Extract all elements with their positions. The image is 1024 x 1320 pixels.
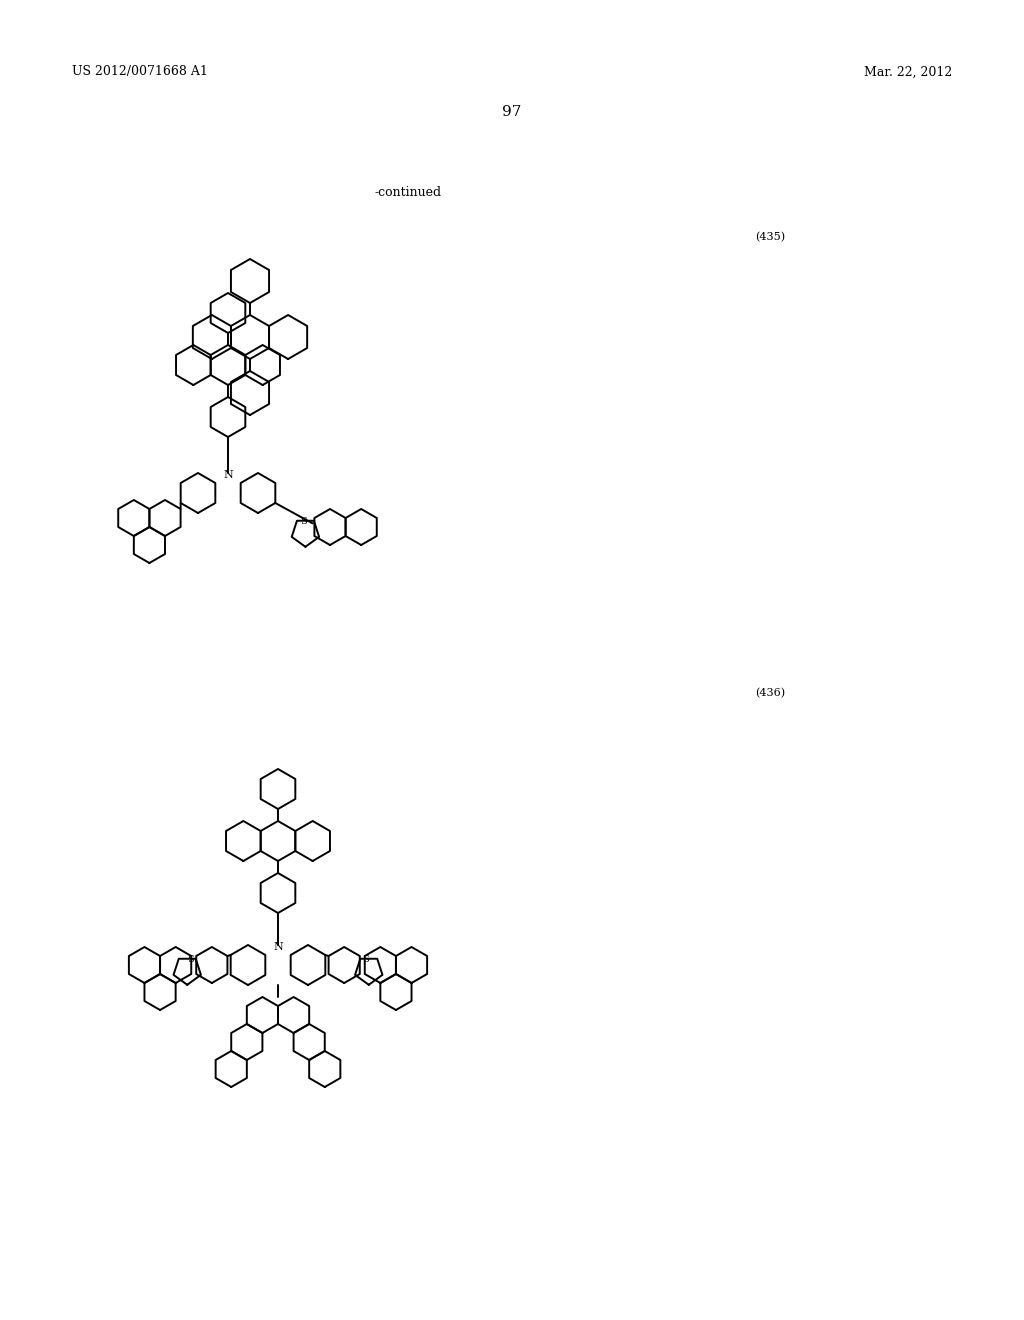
- Text: (436): (436): [755, 688, 785, 698]
- Text: S: S: [362, 956, 369, 964]
- Text: 97: 97: [503, 106, 521, 119]
- Text: Mar. 22, 2012: Mar. 22, 2012: [864, 66, 952, 78]
- Text: S: S: [186, 956, 194, 964]
- Text: (435): (435): [755, 232, 785, 242]
- Text: N: N: [273, 942, 283, 952]
- Text: -continued: -continued: [375, 186, 441, 198]
- Text: N: N: [223, 470, 232, 480]
- Text: S: S: [300, 517, 307, 527]
- Text: US 2012/0071668 A1: US 2012/0071668 A1: [72, 66, 208, 78]
